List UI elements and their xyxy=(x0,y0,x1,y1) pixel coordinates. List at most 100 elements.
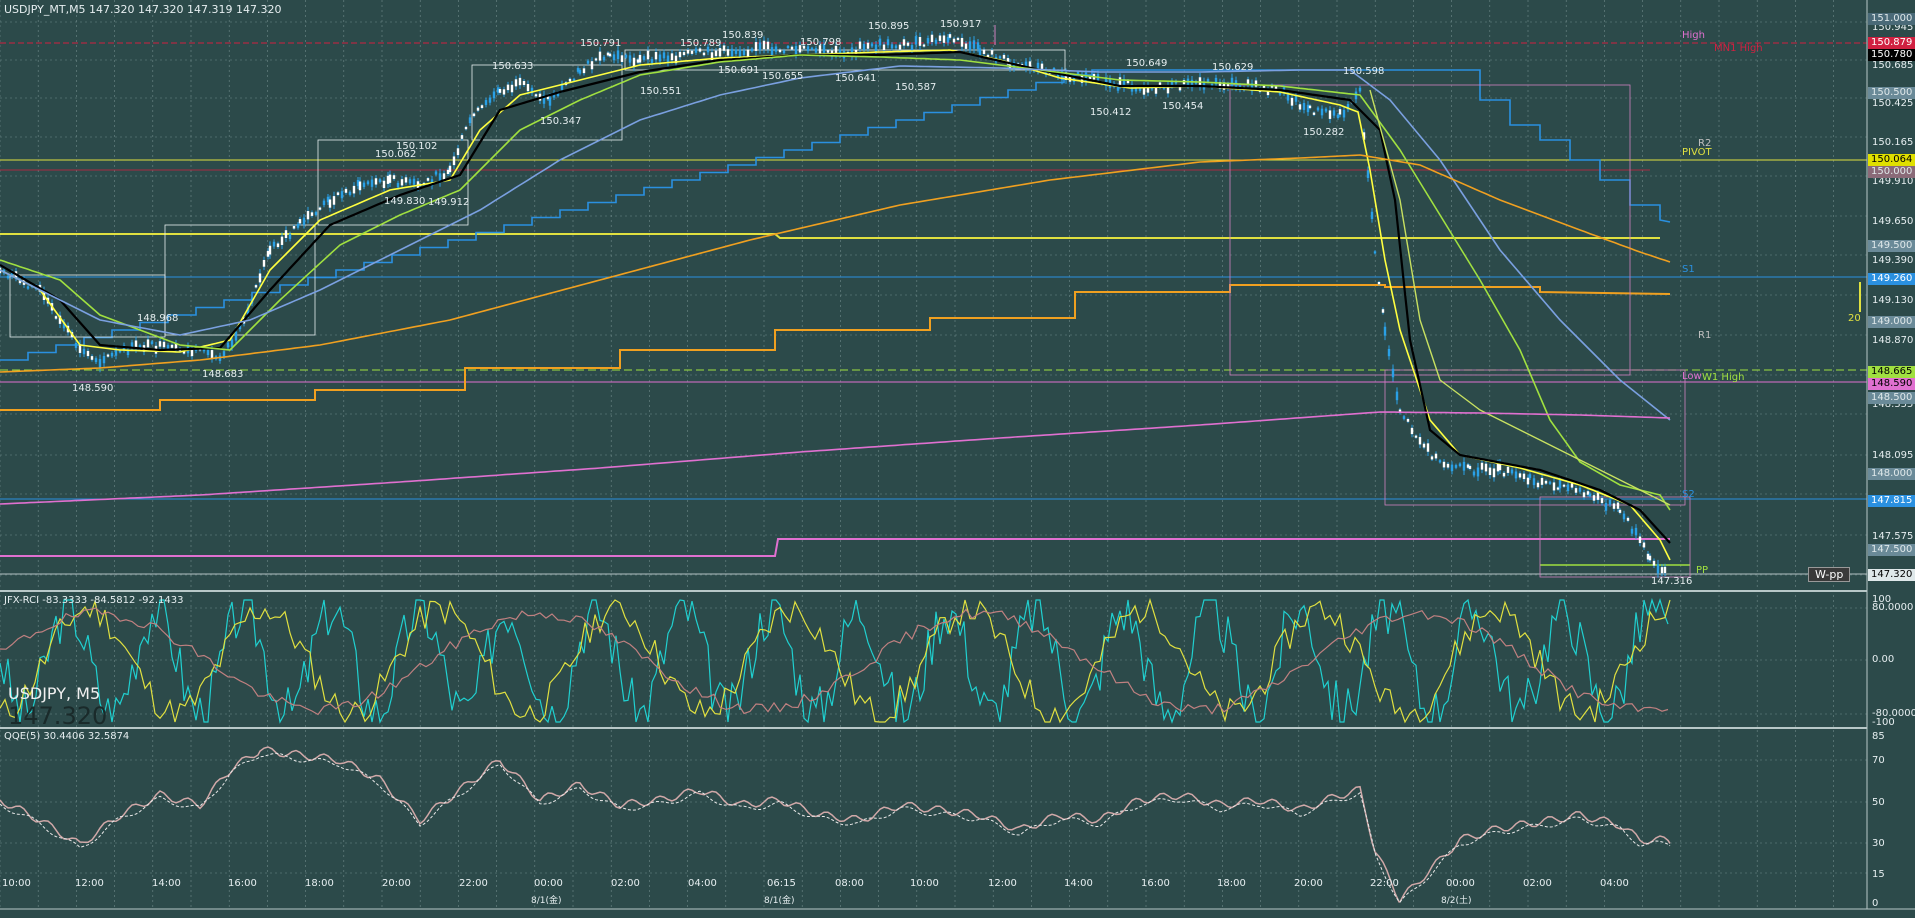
candle xyxy=(578,69,582,74)
time-tick: 04:00 xyxy=(1600,878,1629,889)
price-tick: 149.390 xyxy=(1872,255,1914,266)
candle xyxy=(1190,79,1194,88)
candle xyxy=(642,56,646,60)
candle xyxy=(602,56,606,61)
candle xyxy=(1002,54,1006,59)
candle xyxy=(1526,477,1530,485)
candle xyxy=(898,44,902,50)
level-label-low: Low xyxy=(1682,371,1702,382)
qqe-tick: 30 xyxy=(1872,838,1885,849)
candle xyxy=(206,349,210,356)
candle xyxy=(790,46,794,50)
date-tick: 8/2(土) xyxy=(1441,896,1472,906)
candle xyxy=(682,52,686,56)
time-tick: 22:00 xyxy=(1370,878,1399,889)
candle xyxy=(392,175,396,179)
candle xyxy=(1370,211,1374,219)
wpp-button[interactable]: W-pp xyxy=(1808,567,1851,582)
range-box xyxy=(624,49,1066,71)
candle xyxy=(1391,368,1395,378)
price-tick: 147.575 xyxy=(1872,531,1914,542)
candle xyxy=(774,46,778,52)
candle xyxy=(254,285,258,288)
candle xyxy=(770,47,774,56)
candle xyxy=(1088,76,1092,80)
price-label: 150.587 xyxy=(895,82,937,93)
candle xyxy=(268,245,272,255)
candle xyxy=(754,42,758,51)
level-label-pp: PP xyxy=(1696,565,1709,576)
ma-blue-line xyxy=(0,65,1671,421)
candle xyxy=(1498,462,1502,471)
rci-pane[interactable] xyxy=(0,592,1867,727)
time-tick: 00:00 xyxy=(534,878,563,889)
candle xyxy=(82,348,86,355)
candle xyxy=(1406,419,1410,422)
price-label: 148.683 xyxy=(202,369,244,380)
candle xyxy=(734,49,738,54)
candle xyxy=(986,54,990,58)
candle xyxy=(1518,473,1522,478)
price-label: 150.102 xyxy=(396,141,438,152)
candle xyxy=(1324,108,1328,112)
candle xyxy=(452,156,456,166)
time-tick: 10:00 xyxy=(910,878,939,889)
price-badge: 151.000 xyxy=(1868,13,1915,25)
candle xyxy=(568,78,572,82)
candle xyxy=(74,343,78,348)
candle xyxy=(956,37,960,40)
candle xyxy=(1134,87,1138,92)
candle xyxy=(238,324,242,330)
candle xyxy=(126,349,130,356)
candle xyxy=(388,174,392,183)
candle xyxy=(1430,456,1434,460)
price-label: 148.968 xyxy=(137,313,179,324)
candle xyxy=(674,55,678,64)
candle xyxy=(1036,62,1040,71)
date-tick: 8/1(金) xyxy=(531,896,562,906)
candle xyxy=(438,173,442,183)
candle xyxy=(370,179,374,187)
candle xyxy=(870,43,874,47)
candle xyxy=(1442,461,1446,468)
candle xyxy=(1290,97,1294,106)
candle xyxy=(1336,114,1340,119)
candle xyxy=(514,79,518,87)
candle xyxy=(1084,72,1088,82)
candle xyxy=(1302,103,1306,110)
price-label: 147.316 xyxy=(1651,576,1693,587)
candle xyxy=(914,36,918,45)
candle xyxy=(534,94,538,97)
candle xyxy=(722,45,726,51)
candle xyxy=(686,49,690,54)
candle xyxy=(1536,482,1540,488)
price-label: 150.791 xyxy=(580,38,622,49)
candle xyxy=(666,55,670,63)
time-tick: 08:00 xyxy=(835,878,864,889)
candle xyxy=(806,46,810,52)
price-tick: 148.095 xyxy=(1872,450,1914,461)
candle xyxy=(620,55,624,62)
candle xyxy=(998,56,1002,59)
candle xyxy=(1052,68,1056,71)
watermark-symbol: USDJPY, M5 xyxy=(8,684,101,703)
candle xyxy=(162,341,166,348)
candle xyxy=(1566,484,1570,492)
candle xyxy=(272,241,276,247)
price-badge: 150.000 xyxy=(1868,166,1915,178)
candle xyxy=(1496,463,1500,472)
candle xyxy=(624,54,628,58)
pink-step-line xyxy=(0,538,1670,557)
price-badge: 149.500 xyxy=(1868,240,1915,252)
candle xyxy=(358,181,362,191)
price-label: 149.912 xyxy=(428,197,470,208)
candle xyxy=(1298,104,1302,110)
candle xyxy=(1308,105,1312,109)
candle xyxy=(1358,87,1362,92)
qqe-indicator-title: QQE(5) 30.4406 32.5874 xyxy=(4,731,130,742)
candle xyxy=(738,49,742,57)
time-tick: 02:00 xyxy=(611,878,640,889)
price-label: 150.062 xyxy=(375,149,417,160)
